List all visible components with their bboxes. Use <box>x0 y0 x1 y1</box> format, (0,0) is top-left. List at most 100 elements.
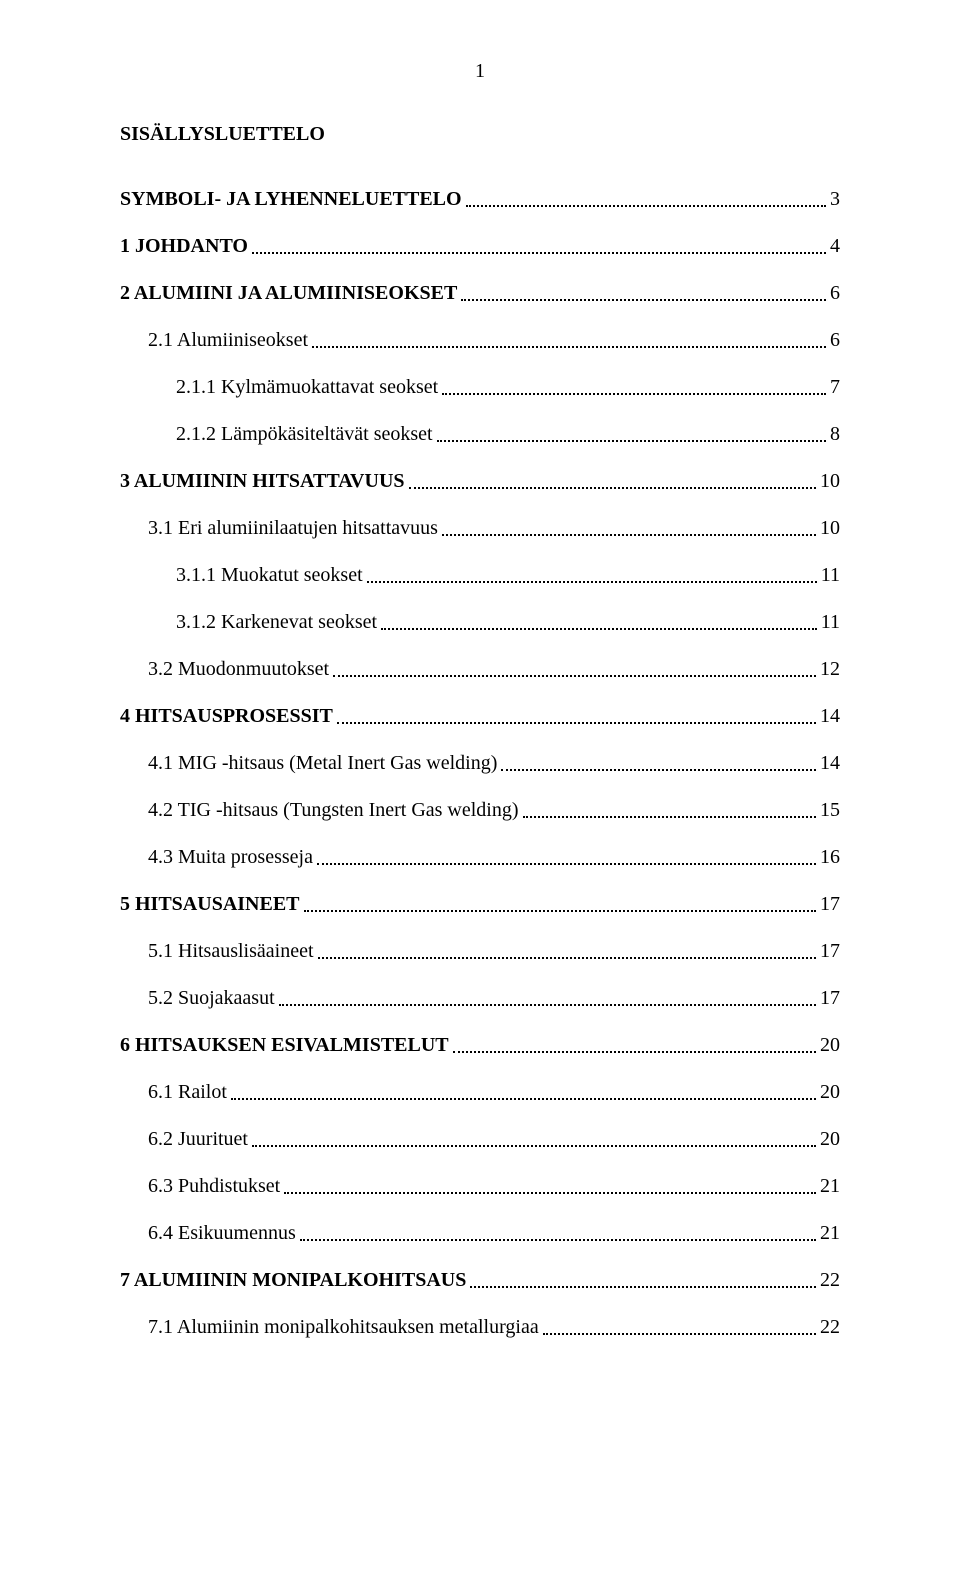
toc-leader-dots <box>501 754 816 771</box>
toc-entry-page: 3 <box>830 188 840 211</box>
toc-entry-page: 20 <box>820 1081 840 1104</box>
toc-entry: 4.2 TIG -hitsaus (Tungsten Inert Gas wel… <box>120 799 840 822</box>
toc-entry-page: 20 <box>820 1128 840 1151</box>
toc-entry-page: 21 <box>820 1222 840 1245</box>
toc-leader-dots <box>466 190 826 207</box>
toc-leader-dots <box>284 1177 816 1194</box>
toc-entry-label: 5.2 Suojakaasut <box>148 987 275 1010</box>
toc-entry-label: 3.2 Muodonmuutokset <box>148 658 329 681</box>
toc-entry-label: 5 HITSAUSAINEET <box>120 893 300 916</box>
toc-entry-label: 2 ALUMIINI JA ALUMIINISEOKSET <box>120 282 457 305</box>
toc-entry-page: 4 <box>830 235 840 258</box>
toc-leader-dots <box>381 613 817 630</box>
toc-entry: 5.2 Suojakaasut 17 <box>120 987 840 1010</box>
table-of-contents: SYMBOLI- JA LYHENNELUETTELO 3 1 JOHDANTO 4 2… <box>120 188 840 1339</box>
toc-entry: 6.4 Esikuumennus 21 <box>120 1222 840 1245</box>
toc-entry-label: 4.3 Muita prosesseja <box>148 846 313 869</box>
toc-entry: 2.1.2 Lämpökäsiteltävät seokset 8 <box>120 423 840 446</box>
toc-entry-label: SYMBOLI- JA LYHENNELUETTELO <box>120 188 462 211</box>
toc-entry-label: 3.1 Eri alumiinilaatujen hitsattavuus <box>148 517 438 540</box>
toc-entry-label: 3 ALUMIININ HITSATTAVUUS <box>120 470 405 493</box>
document-page: 1 SISÄLLYSLUETTELO SYMBOLI- JA LYHENNELU… <box>0 0 960 1569</box>
toc-leader-dots <box>442 519 816 536</box>
toc-entry-page: 11 <box>821 611 840 634</box>
toc-entry: 4.1 MIG -hitsaus (Metal Inert Gas weldin… <box>120 752 840 775</box>
toc-leader-dots <box>304 895 816 912</box>
toc-entry-page: 7 <box>830 376 840 399</box>
toc-leader-dots <box>409 472 816 489</box>
toc-entry: 2 ALUMIINI JA ALUMIINISEOKSET 6 <box>120 282 840 305</box>
toc-leader-dots <box>543 1318 816 1335</box>
toc-entry: 7.1 Alumiinin monipalkohitsauksen metall… <box>120 1316 840 1339</box>
toc-leader-dots <box>317 848 816 865</box>
toc-entry: 3.1 Eri alumiinilaatujen hitsattavuus 10 <box>120 517 840 540</box>
toc-leader-dots <box>461 284 826 301</box>
toc-entry-page: 12 <box>820 658 840 681</box>
toc-entry: 3.2 Muodonmuutokset 12 <box>120 658 840 681</box>
toc-entry-label: 7.1 Alumiinin monipalkohitsauksen metall… <box>148 1316 539 1339</box>
toc-entry-label: 6 HITSAUKSEN ESIVALMISTELUT <box>120 1034 449 1057</box>
toc-entry: 2.1 Alumiiniseokset 6 <box>120 329 840 352</box>
toc-entry-page: 8 <box>830 423 840 446</box>
toc-entry-page: 6 <box>830 329 840 352</box>
toc-entry: 6.2 Juurituet 20 <box>120 1128 840 1151</box>
toc-entry-page: 22 <box>820 1316 840 1339</box>
toc-entry: 2.1.1 Kylmämuokattavat seokset 7 <box>120 376 840 399</box>
toc-entry-label: 2.1.2 Lämpökäsiteltävät seokset <box>176 423 433 446</box>
toc-entry: 1 JOHDANTO 4 <box>120 235 840 258</box>
toc-entry-label: 2.1 Alumiiniseokset <box>148 329 308 352</box>
toc-entry: SYMBOLI- JA LYHENNELUETTELO 3 <box>120 188 840 211</box>
toc-entry-label: 6.4 Esikuumennus <box>148 1222 296 1245</box>
toc-entry: 5.1 Hitsauslisäaineet17 <box>120 940 840 963</box>
toc-entry-page: 14 <box>820 705 840 728</box>
toc-leader-dots <box>367 566 817 583</box>
toc-entry-page: 14 <box>820 752 840 775</box>
toc-leader-dots <box>453 1036 816 1053</box>
toc-leader-dots <box>252 1130 816 1147</box>
toc-entry-label: 3.1.2 Karkenevat seokset <box>176 611 377 634</box>
toc-entry: 3 ALUMIININ HITSATTAVUUS 10 <box>120 470 840 493</box>
toc-leader-dots <box>333 660 816 677</box>
toc-leader-dots <box>437 425 826 442</box>
toc-entry: 3.1.1 Muokatut seokset11 <box>120 564 840 587</box>
toc-entry-page: 17 <box>820 987 840 1010</box>
toc-entry: 5 HITSAUSAINEET 17 <box>120 893 840 916</box>
toc-entry-label: 2.1.1 Kylmämuokattavat seokset <box>176 376 438 399</box>
toc-leader-dots <box>312 331 826 348</box>
toc-entry-label: 6.1 Railot <box>148 1081 227 1104</box>
toc-leader-dots <box>231 1083 816 1100</box>
toc-entry: 4 HITSAUSPROSESSIT 14 <box>120 705 840 728</box>
toc-entry-page: 17 <box>820 893 840 916</box>
toc-entry: 7 ALUMIININ MONIPALKOHITSAUS 22 <box>120 1269 840 1292</box>
toc-leader-dots <box>318 942 816 959</box>
toc-entry: 4.3 Muita prosesseja 16 <box>120 846 840 869</box>
toc-entry-label: 6.2 Juurituet <box>148 1128 248 1151</box>
toc-entry-label: 4.2 TIG -hitsaus (Tungsten Inert Gas wel… <box>148 799 519 822</box>
toc-entry: 6.1 Railot 20 <box>120 1081 840 1104</box>
toc-entry-page: 15 <box>820 799 840 822</box>
toc-entry-label: 4.1 MIG -hitsaus (Metal Inert Gas weldin… <box>148 752 497 775</box>
toc-entry-page: 16 <box>820 846 840 869</box>
toc-entry-page: 10 <box>820 517 840 540</box>
toc-entry-label: 4 HITSAUSPROSESSIT <box>120 705 333 728</box>
toc-leader-dots <box>300 1224 816 1241</box>
toc-entry-label: 6.3 Puhdistukset <box>148 1175 280 1198</box>
toc-entry-page: 22 <box>820 1269 840 1292</box>
page-number: 1 <box>120 60 840 83</box>
toc-leader-dots <box>523 801 816 818</box>
toc-leader-dots <box>279 989 816 1006</box>
toc-entry-page: 10 <box>820 470 840 493</box>
toc-entry-label: 1 JOHDANTO <box>120 235 248 258</box>
toc-entry: 3.1.2 Karkenevat seokset 11 <box>120 611 840 634</box>
toc-leader-dots <box>252 237 826 254</box>
toc-entry-page: 21 <box>820 1175 840 1198</box>
toc-entry-label: 3.1.1 Muokatut seokset <box>176 564 363 587</box>
toc-entry-page: 17 <box>820 940 840 963</box>
toc-entry: 6.3 Puhdistukset 21 <box>120 1175 840 1198</box>
toc-entry: 6 HITSAUKSEN ESIVALMISTELUT 20 <box>120 1034 840 1057</box>
toc-entry-label: 7 ALUMIININ MONIPALKOHITSAUS <box>120 1269 466 1292</box>
toc-entry-page: 20 <box>820 1034 840 1057</box>
toc-entry-page: 6 <box>830 282 840 305</box>
toc-title: SISÄLLYSLUETTELO <box>120 123 840 146</box>
toc-leader-dots <box>442 378 826 395</box>
